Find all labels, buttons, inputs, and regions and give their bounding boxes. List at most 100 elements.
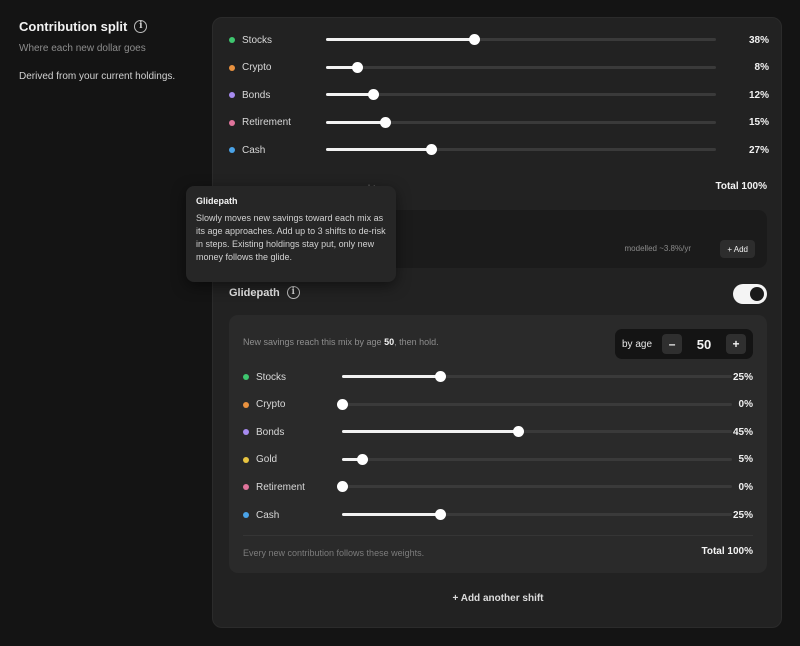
glidepath-total: Total 100% <box>701 546 754 557</box>
allocation-label: Cash <box>242 144 266 156</box>
allocation-percent: 25% <box>732 371 753 383</box>
increment-age-button[interactable]: + <box>726 334 747 354</box>
decrement-age-button[interactable]: – <box>662 334 683 354</box>
reach-prefix: New savings reach this mix by age <box>243 337 385 347</box>
add-button[interactable]: + Add <box>720 240 755 258</box>
allocation-row: Retirement 15% <box>229 115 769 131</box>
allocation-label: Stocks <box>242 34 273 46</box>
allocation-row: Cash 25% <box>243 507 753 523</box>
color-dot-icon <box>243 429 249 436</box>
color-dot-icon <box>243 401 249 408</box>
age-value[interactable]: 50 <box>696 336 712 352</box>
slider-thumb[interactable] <box>356 453 368 465</box>
allocation-row: Retirement 0% <box>243 479 753 495</box>
slider-thumb[interactable] <box>367 89 379 101</box>
allocation-slider[interactable] <box>326 61 716 73</box>
allocation-label: Crypto <box>242 62 272 74</box>
glidepath-tooltip: Glidepath Slowly moves new savings towar… <box>186 186 396 282</box>
color-dot-icon <box>229 37 235 43</box>
allocation-percent: 12% <box>748 89 769 101</box>
allocation-slider[interactable] <box>326 144 716 156</box>
allocation-label: Retirement <box>256 481 305 493</box>
slider-fill <box>342 375 440 378</box>
slider-fill <box>326 120 385 124</box>
allocation-label: Crypto <box>256 399 286 411</box>
allocation-percent: 45% <box>732 426 753 438</box>
stepper-label: by age <box>622 338 653 350</box>
allocation-slider[interactable] <box>326 34 716 45</box>
modelled-return: modelled ~3.8%/yr <box>624 244 691 253</box>
allocation-percent: 27% <box>748 144 769 156</box>
allocation-percent: 38% <box>748 34 769 46</box>
slider-fill <box>326 38 475 41</box>
slider-fill <box>326 148 432 152</box>
reach-age: 50 <box>384 337 395 347</box>
color-dot-icon <box>229 119 235 126</box>
glidepath-foot-note: Every new contribution follows these wei… <box>243 548 425 558</box>
allocation-slider[interactable] <box>342 371 732 382</box>
page-subtitle: Where each new dollar goes <box>19 43 146 54</box>
derived-note: Derived from your current holdings. <box>19 71 176 82</box>
tooltip-title: Glidepath <box>196 196 238 206</box>
info-icon[interactable]: i <box>134 20 148 33</box>
slider-fill <box>326 65 358 69</box>
slider-thumb[interactable] <box>512 426 524 438</box>
color-dot-icon <box>243 456 249 463</box>
allocation-label: Bonds <box>256 426 285 438</box>
slider-thumb[interactable] <box>379 116 391 128</box>
allocation-row: Bonds 45% <box>243 424 753 440</box>
allocation-slider[interactable] <box>326 116 716 128</box>
slider-thumb[interactable] <box>434 371 446 382</box>
allocation-slider[interactable] <box>326 89 716 101</box>
color-dot-icon <box>229 92 235 99</box>
glidepath-info-icon[interactable]: i <box>286 286 300 299</box>
allocation-slider[interactable] <box>342 509 732 520</box>
tooltip-body: Slowly moves new savings toward each mix… <box>196 213 386 262</box>
color-dot-icon <box>243 484 249 491</box>
sidebar: Contribution split i Where each new doll… <box>19 19 199 82</box>
color-dot-icon <box>229 147 235 154</box>
title-row: Contribution split i <box>19 19 199 34</box>
page-title: Contribution split <box>19 19 128 34</box>
reach-suffix: , then hold. <box>394 337 439 347</box>
slider-fill <box>326 93 373 97</box>
slider-thumb[interactable] <box>352 61 364 73</box>
glidepath-header: Glidepath i <box>229 286 300 299</box>
allocation-panel: Stocks 38% Crypto 8% Bonds 12% Retirement 15% Ca… <box>212 17 782 628</box>
slider-thumb[interactable] <box>426 144 438 156</box>
slider-fill <box>342 430 518 434</box>
toggle-knob <box>750 287 764 301</box>
allocation-row: Crypto 8% <box>229 60 769 76</box>
allocation-row: Gold 5% <box>243 452 753 468</box>
glidepath-title: Glidepath <box>229 286 280 299</box>
add-shift-button[interactable]: + Add another shift <box>452 593 544 604</box>
allocation-label: Bonds <box>242 89 271 101</box>
slider-thumb[interactable] <box>469 34 481 45</box>
reach-text: New savings reach this mix by age 50, th… <box>243 337 439 347</box>
allocation-label: Gold <box>256 454 278 466</box>
slider-fill <box>342 457 362 461</box>
allocation-slider[interactable] <box>342 453 732 465</box>
allocation-percent: 15% <box>748 117 769 129</box>
allocation-label: Cash <box>256 509 280 521</box>
allocation-label: Retirement <box>242 117 291 129</box>
age-stepper: by age – 50 + <box>615 329 753 359</box>
allocation-row: Cash 27% <box>229 142 769 158</box>
allocation-label: Stocks <box>256 371 287 383</box>
glidepath-toggle[interactable] <box>733 284 767 304</box>
allocation-percent: 5% <box>738 454 753 466</box>
allocation-percent: 8% <box>754 62 769 74</box>
allocation-slider[interactable] <box>337 398 732 410</box>
color-dot-icon <box>243 374 249 380</box>
allocation-percent: 0% <box>738 481 753 493</box>
allocation-slider[interactable] <box>337 481 732 493</box>
divider <box>243 535 753 536</box>
allocation-row: Stocks 25% <box>243 369 753 385</box>
slider-thumb[interactable] <box>337 398 348 410</box>
allocation-slider[interactable] <box>342 426 732 438</box>
slider-thumb[interactable] <box>434 509 446 520</box>
slider-thumb[interactable] <box>337 481 348 493</box>
allocation-row: Stocks 38% <box>229 32 769 48</box>
glidepath-card: New savings reach this mix by age 50, th… <box>229 315 767 573</box>
color-dot-icon <box>229 64 235 71</box>
